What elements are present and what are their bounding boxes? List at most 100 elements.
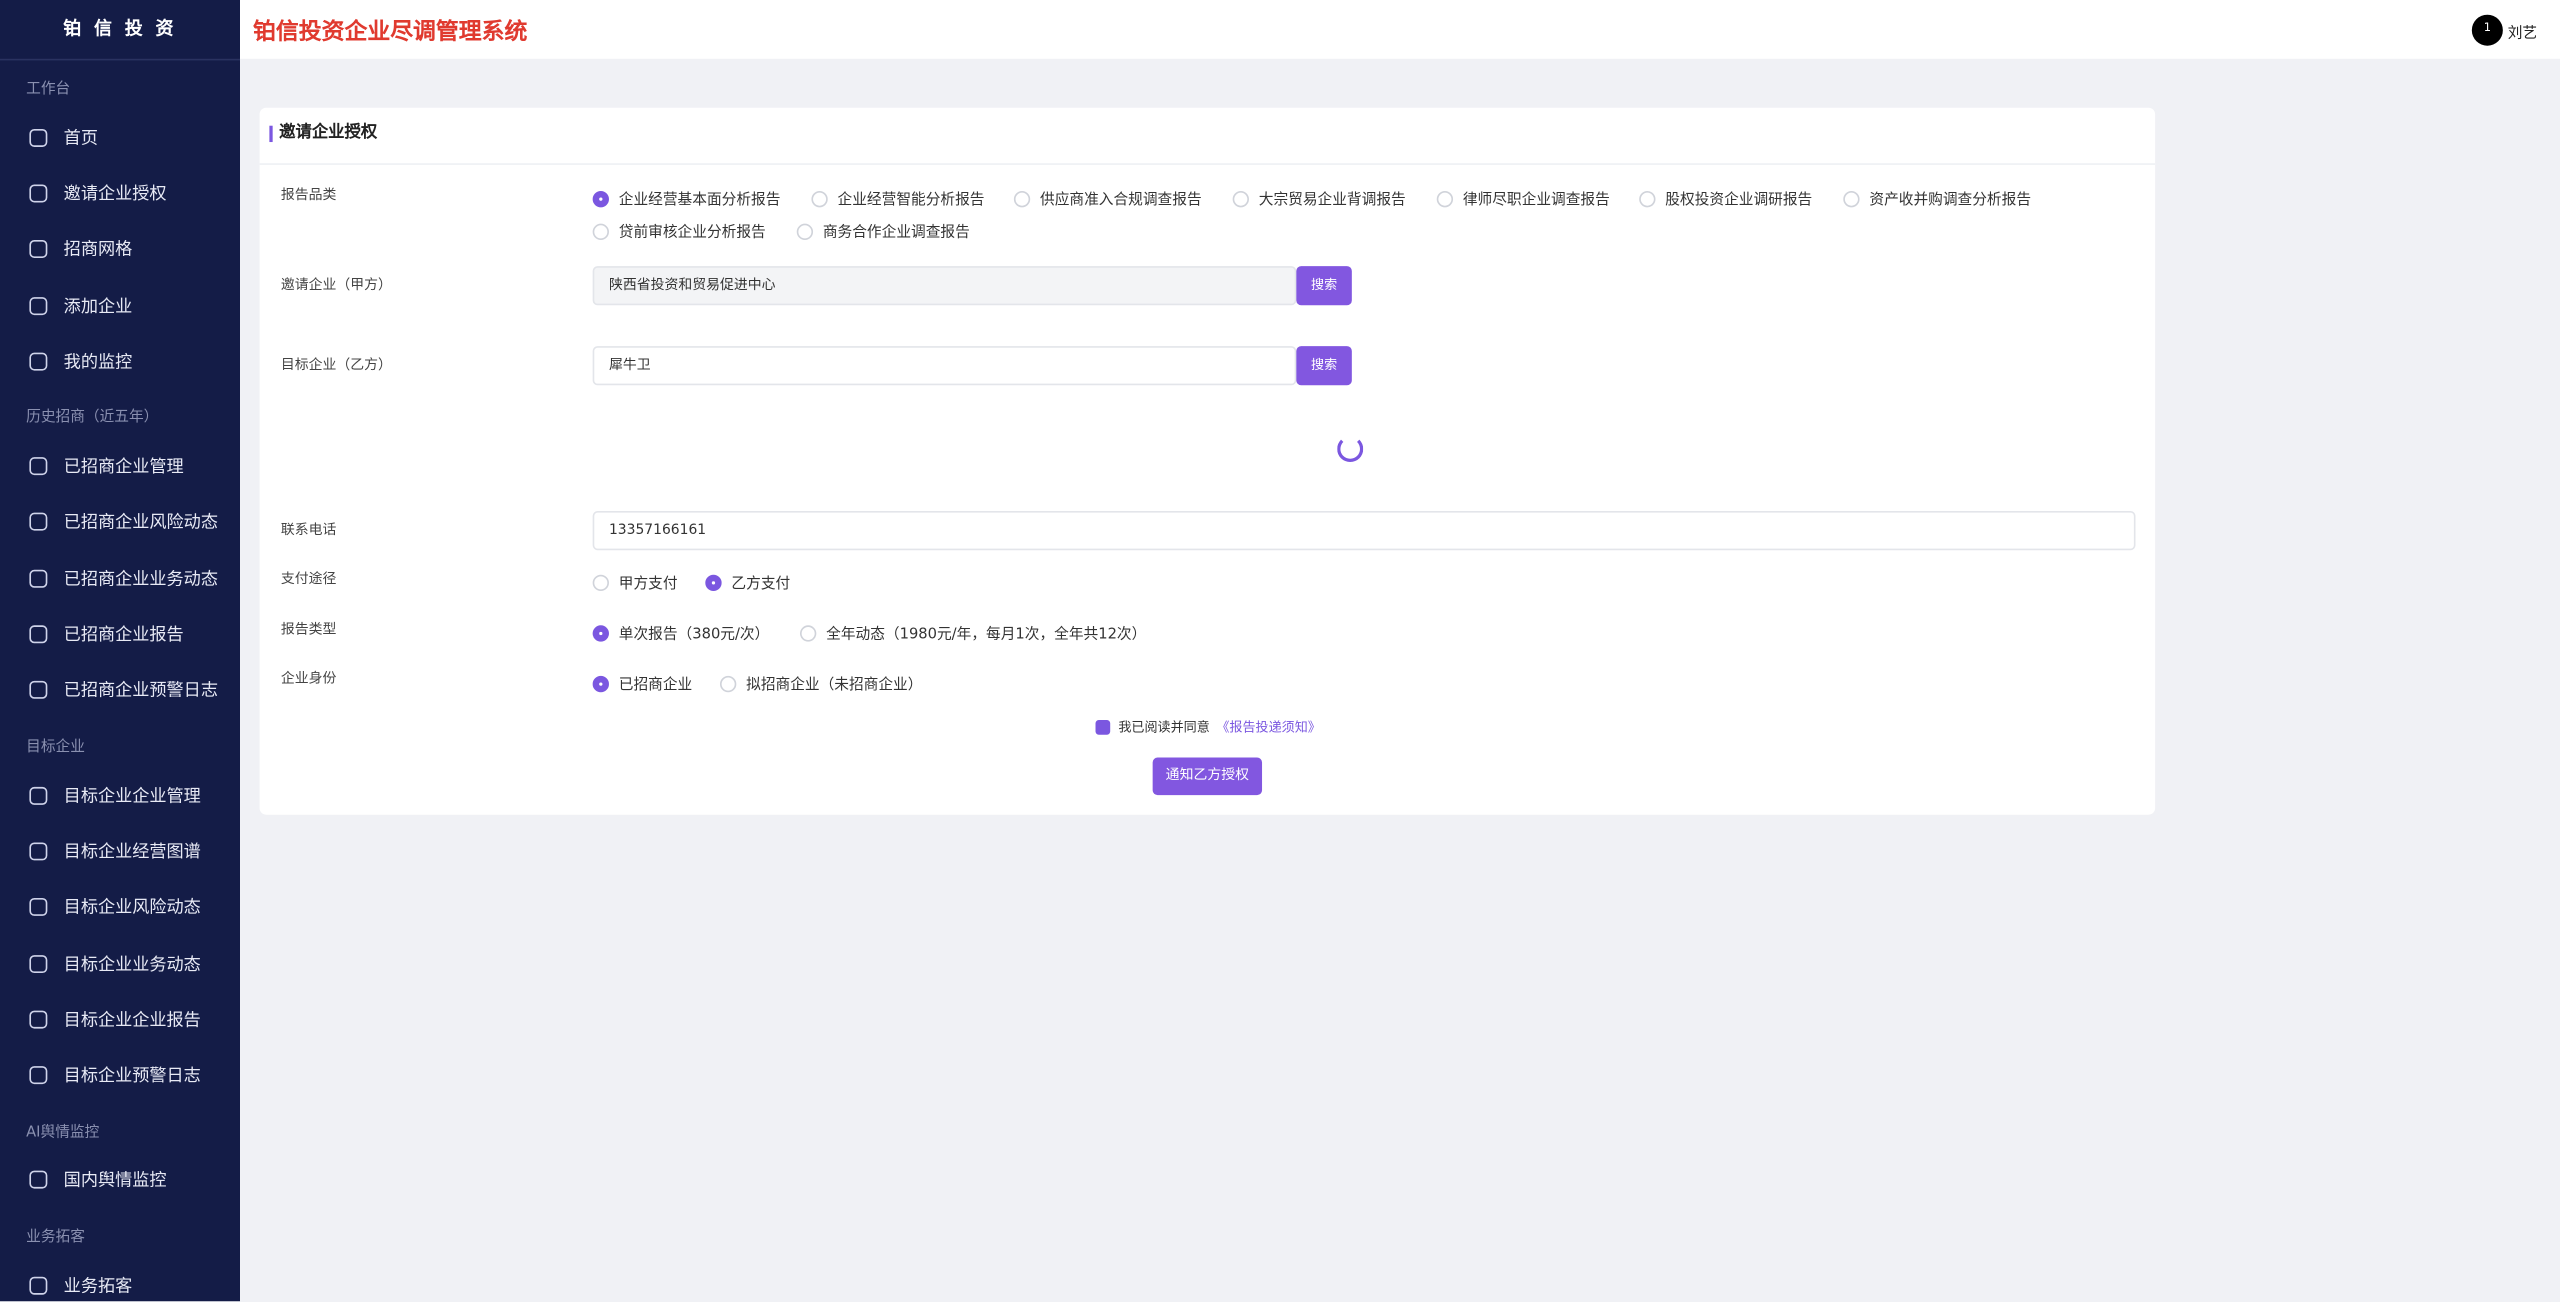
nav-icon xyxy=(29,681,48,700)
radio-option[interactable]: 甲方支付 xyxy=(592,571,678,593)
nav-label: 我的监控 xyxy=(63,352,133,372)
nav-item[interactable]: 国内舆情监控 xyxy=(0,1152,240,1208)
nav-label: 目标企业企业管理 xyxy=(63,786,201,806)
card-title: 邀请企业授权 xyxy=(259,108,2156,165)
nav-group-title: 业务拓客 xyxy=(26,1229,85,1246)
nav-label: 国内舆情监控 xyxy=(63,1171,167,1191)
nav-label: 已招商企业管理 xyxy=(63,457,184,477)
text-input[interactable]: 陕西省投资和贸易促进中心 xyxy=(592,266,1297,306)
nav-icon xyxy=(29,352,48,371)
search-button[interactable]: 搜索 xyxy=(1296,266,1352,306)
user-name[interactable]: 刘艺 xyxy=(2507,26,2538,43)
agreement-text: 我已阅读并同意 xyxy=(1118,719,1210,735)
radio-option[interactable]: 供应商准入合规调查报告 xyxy=(1013,188,1202,209)
header: 铂信投资企业尽调管理系统 1 刘艺 xyxy=(239,0,2560,59)
radio-circle xyxy=(592,624,609,641)
radio-label: 大宗贸易企业背调报告 xyxy=(1258,192,1406,209)
nav-label: 已招商企业风险动态 xyxy=(63,513,218,533)
nav-item[interactable]: 已招商企业报告 xyxy=(0,606,240,662)
nav-item[interactable]: 招商网格 xyxy=(0,221,240,277)
radio-label: 律师尽职企业调查报告 xyxy=(1462,192,1610,209)
nav-item[interactable]: 目标企业企业管理 xyxy=(0,767,240,823)
radio-circle xyxy=(592,573,609,591)
nav-label: 目标企业业务动态 xyxy=(63,954,201,974)
radio-label: 贷前审核企业分析报告 xyxy=(618,225,766,242)
form-card: 邀请企业授权报告品类 企业经营基本面分析报告 企业经营智能分析报告 供应商准入合规调查… xyxy=(259,107,2156,815)
radio-circle xyxy=(1232,190,1249,207)
nav-item[interactable]: 已招商企业预警日志 xyxy=(0,662,240,718)
search-button[interactable]: 搜索 xyxy=(1296,346,1352,386)
submit-button[interactable]: 通知乙方授权 xyxy=(1152,757,1263,796)
nav-item[interactable]: 目标企业经营图谱 xyxy=(0,823,240,879)
nav-icon xyxy=(29,954,48,973)
nav-item[interactable]: 目标企业企业报告 xyxy=(0,991,240,1047)
nav-group-title: 目标企业 xyxy=(26,739,85,756)
radio-label: 股权投资企业调研报告 xyxy=(1665,192,1813,209)
nav-icon xyxy=(29,457,48,476)
nav-icon xyxy=(29,625,48,644)
radio-label: 商务合作企业调查报告 xyxy=(822,225,970,242)
nav-item[interactable]: 业务拓客 xyxy=(0,1257,240,1301)
radio-circle xyxy=(592,675,609,692)
nav-item[interactable]: 目标企业风险动态 xyxy=(0,879,240,935)
avatar[interactable]: 1 xyxy=(2471,14,2503,46)
nav-item[interactable]: 首页 xyxy=(0,109,240,165)
system-title: 铂信投资企业尽调管理系统 xyxy=(253,19,528,46)
field-label: 企业身份 xyxy=(280,671,337,688)
radio-option[interactable]: 乙方支付 xyxy=(705,571,790,593)
nav-icon xyxy=(29,898,48,917)
nav-icon xyxy=(29,842,48,861)
radio-option[interactable]: 已招商企业 xyxy=(592,673,693,694)
radio-option[interactable]: 商务合作企业调查报告 xyxy=(796,220,970,242)
nav-item[interactable]: 已招商企业管理 xyxy=(0,438,240,494)
radio-option[interactable]: 拟招商企业（未招商企业） xyxy=(719,673,923,694)
nav-icon xyxy=(29,128,48,147)
radio-circle xyxy=(1013,190,1031,207)
sidebar: 铂 信 投 资工作台 首页 邀请企业授权 招商网格 添加企业 我的监控 历史招商（近五年） 已… xyxy=(0,0,240,1302)
nav-item[interactable]: 已招商企业风险动态 xyxy=(0,494,240,550)
nav-item[interactable]: 邀请企业授权 xyxy=(0,165,240,221)
nav-label: 目标企业风险动态 xyxy=(63,898,201,918)
radio-option[interactable]: 贷前审核企业分析报告 xyxy=(592,220,766,242)
radio-option[interactable]: 股权投资企业调研报告 xyxy=(1639,188,1812,209)
agreement-link[interactable]: 《报告投递须知》 xyxy=(1216,719,1321,735)
nav-icon xyxy=(29,184,48,203)
radio-label: 企业经营智能分析报告 xyxy=(837,192,985,209)
radio-option[interactable]: 律师尽职企业调查报告 xyxy=(1436,188,1610,209)
nav-item[interactable]: 添加企业 xyxy=(0,277,240,333)
radio-option[interactable]: 全年动态（1980元/年，每月1次，全年共12次） xyxy=(799,622,1146,643)
radio-label: 资产收并购调查分析报告 xyxy=(1869,192,2032,209)
radio-label: 拟招商企业（未招商企业） xyxy=(746,677,923,694)
field-label: 报告品类 xyxy=(280,187,337,205)
radio-circle xyxy=(811,190,828,207)
checkbox[interactable] xyxy=(1095,719,1111,735)
nav-icon xyxy=(29,513,48,532)
field-label: 支付途径 xyxy=(280,571,337,588)
nav-label: 邀请企业授权 xyxy=(63,184,167,204)
nav-group-title: 工作台 xyxy=(26,81,71,98)
text-input[interactable]: 犀牛卫 xyxy=(592,346,1297,386)
radio-option[interactable]: 资产收并购调查分析报告 xyxy=(1843,188,2031,209)
nav-label: 业务拓客 xyxy=(63,1276,133,1296)
radio-option[interactable]: 企业经营智能分析报告 xyxy=(811,188,985,209)
nav-icon xyxy=(29,1276,48,1295)
radio-option[interactable]: 大宗贸易企业背调报告 xyxy=(1232,188,1406,209)
agreement[interactable]: 我已阅读并同意 《报告投递须知》 xyxy=(1095,718,1321,736)
nav-item[interactable]: 已招商企业业务动态 xyxy=(0,550,240,606)
radio-option[interactable]: 企业经营基本面分析报告 xyxy=(592,188,780,209)
nav-item[interactable]: 目标企业预警日志 xyxy=(0,1047,240,1103)
text-input[interactable]: 13357166161 xyxy=(592,511,2136,551)
nav-item[interactable]: 我的监控 xyxy=(0,333,240,389)
nav-label: 添加企业 xyxy=(63,296,133,316)
radio-circle xyxy=(592,222,609,240)
loading-spinner xyxy=(1337,435,1364,463)
radio-label: 供应商准入合规调查报告 xyxy=(1039,192,1202,209)
nav-label: 目标企业预警日志 xyxy=(63,1066,201,1086)
nav-item[interactable]: 目标企业业务动态 xyxy=(0,935,240,991)
nav-label: 目标企业经营图谱 xyxy=(63,842,201,862)
radio-label: 已招商企业 xyxy=(618,677,693,694)
nav-label: 首页 xyxy=(63,128,98,148)
radio-option[interactable]: 单次报告（380元/次） xyxy=(592,622,769,643)
nav-icon xyxy=(29,1010,48,1029)
